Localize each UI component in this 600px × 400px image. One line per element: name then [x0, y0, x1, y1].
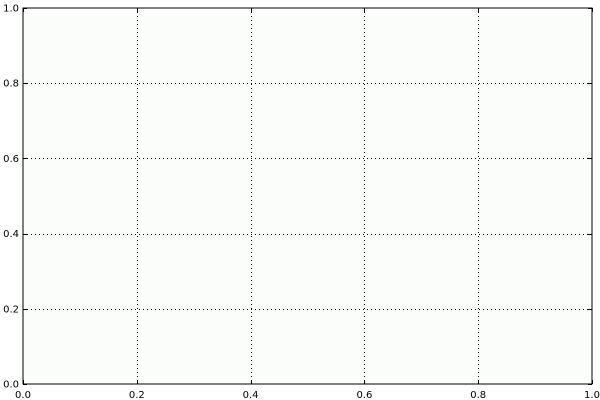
x-tick-label: 0.2 — [129, 390, 145, 400]
x-tick-label: 1.0 — [584, 390, 600, 400]
x-tick-label: 0.4 — [243, 390, 259, 400]
x-tick-label: 0.6 — [356, 390, 372, 400]
y-tick-label: 0.8 — [3, 79, 19, 90]
y-tick-label: 0.2 — [3, 304, 19, 315]
y-tick-label: 1.0 — [3, 4, 19, 15]
x-tick-label: 0.0 — [15, 390, 31, 400]
y-tick-label: 0.6 — [3, 154, 19, 165]
y-tick-label: 0.4 — [3, 229, 19, 240]
grid-lines — [23, 8, 592, 384]
y-tick-label: 0.0 — [3, 380, 19, 391]
plot-area — [23, 8, 592, 384]
tick-labels: 0.0 0.2 0.4 0.6 0.8 1.0 0.0 0.2 0.4 0.6 0.8 1.0 — [3, 4, 600, 400]
x-tick-label: 0.8 — [470, 390, 486, 400]
plot-frame — [22, 7, 593, 385]
